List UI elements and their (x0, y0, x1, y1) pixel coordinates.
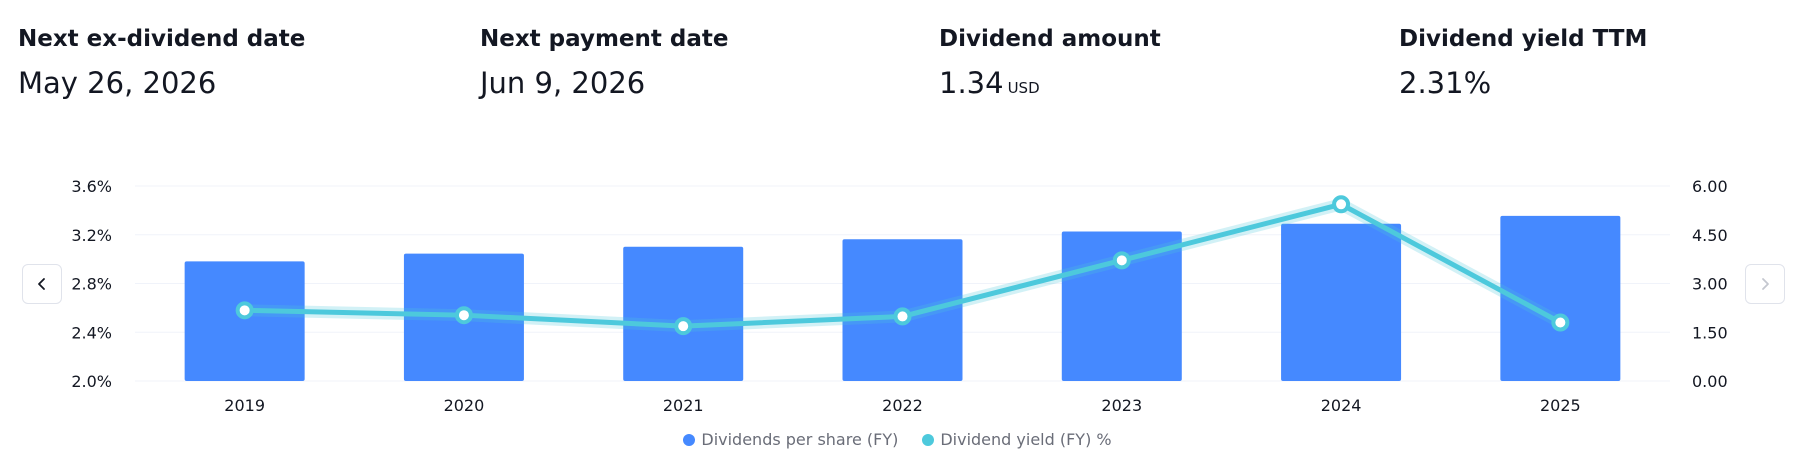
x-tick-label: 2019 (224, 396, 265, 415)
stat-label: Dividend yield TTM (1399, 26, 1648, 52)
stat-next-payment-date: Next payment date Jun 9, 2026 (480, 24, 728, 102)
legend-swatch-line (922, 433, 935, 446)
y-left-tick-label: 3.6% (71, 177, 112, 196)
y-right-tick-label: 0.00 (1692, 372, 1728, 391)
chevron-left-icon (35, 277, 49, 291)
legend-label: Dividend yield (FY) % (940, 430, 1112, 449)
y-right-tick-label: 6.00 (1692, 177, 1728, 196)
stat-label: Dividend amount (939, 26, 1161, 52)
stat-value: May 26, 2026 (18, 64, 305, 102)
stat-value: 2.31% (1399, 64, 1647, 102)
legend-label: Dividends per share (FY) (701, 430, 899, 449)
bar-dividends-per-share (1281, 223, 1402, 381)
bar-dividends-per-share (1500, 215, 1621, 381)
prev-button[interactable] (22, 264, 62, 304)
dividend-stats: Next ex-dividend date May 26, 2026 Next … (0, 0, 1795, 120)
stat-value: 1.34 USD (939, 64, 1161, 107)
yield-point (893, 307, 912, 326)
bar-dividends-per-share (623, 246, 744, 381)
yield-point (1332, 195, 1351, 214)
dividend-chart: 3.6% 6.00 3.2% 4.50 2.8% 3.00 2.4% 1.50 2.0% 0.00… (71, 177, 1728, 415)
stat-dividend-yield-ttm: Dividend yield TTM 2.31% (1399, 24, 1647, 102)
y-left-tick-label: 2.4% (71, 323, 112, 342)
y-left-tick-label: 3.2% (71, 226, 112, 245)
x-tick-label: 2021 (663, 396, 704, 415)
stat-value-text: May 26, 2026 (18, 66, 217, 100)
bar-dividends-per-share (184, 261, 305, 381)
x-tick-label: 2023 (1101, 396, 1142, 415)
x-tick-label: 2024 (1321, 396, 1362, 415)
stat-value-text: Jun 9, 2026 (480, 66, 646, 100)
legend-item-dividend-yield[interactable]: Dividend yield (FY) % (922, 430, 1112, 449)
y-right-tick-label: 3.00 (1692, 275, 1728, 294)
legend-swatch-bar (683, 433, 696, 446)
chevron-right-icon (1758, 277, 1772, 291)
x-tick-label: 2025 (1540, 396, 1581, 415)
yield-point (235, 301, 254, 320)
y-right-tick-label: 1.50 (1692, 323, 1728, 342)
yield-point (1112, 251, 1131, 270)
yield-point (454, 306, 473, 325)
chart-legend: Dividends per share (FY) Dividend yield … (0, 430, 1795, 449)
x-tick-label: 2022 (882, 396, 923, 415)
stat-label: Next ex-dividend date (18, 26, 306, 52)
x-tick-label: 2020 (444, 396, 485, 415)
yield-point (674, 317, 693, 336)
stat-next-ex-dividend-date: Next ex-dividend date May 26, 2026 (18, 24, 305, 102)
stat-value-text: 2.31% (1399, 66, 1492, 100)
stat-label: Next payment date (480, 26, 729, 52)
yield-point (1551, 313, 1570, 332)
stat-value-text: 1.34 (939, 66, 1004, 100)
stat-unit: USD (1007, 79, 1040, 97)
stat-dividend-amount: Dividend amount 1.34 USD (939, 24, 1161, 107)
y-left-tick-label: 2.8% (71, 275, 112, 294)
next-button[interactable] (1745, 264, 1785, 304)
stat-value: Jun 9, 2026 (480, 64, 728, 102)
legend-item-dividends-per-share[interactable]: Dividends per share (FY) (683, 430, 898, 449)
y-left-tick-label: 2.0% (71, 372, 112, 391)
y-right-tick-label: 4.50 (1692, 226, 1728, 245)
